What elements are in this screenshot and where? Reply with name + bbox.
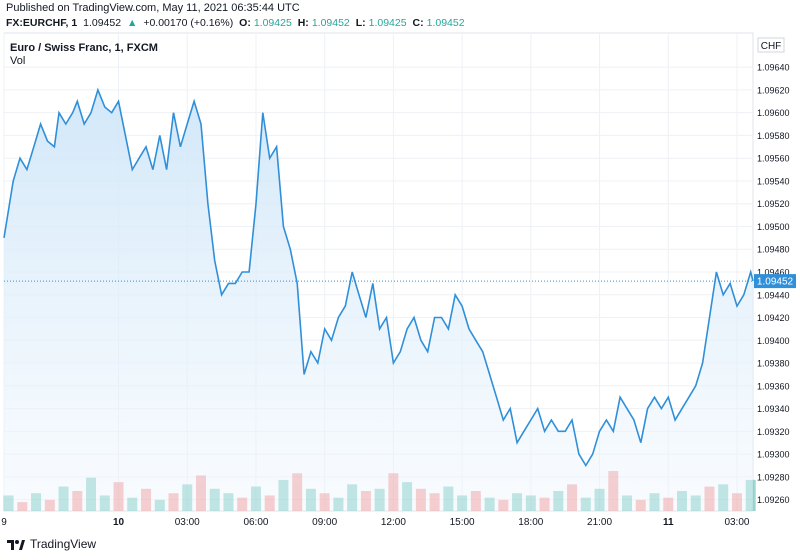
change-arrow-icon: ▲ (127, 17, 138, 29)
price-tick-label: 1.09520 (757, 199, 790, 209)
tradingview-logo-icon (7, 540, 25, 550)
price-tick-label: 1.09600 (757, 108, 790, 118)
open-label: O: (239, 17, 251, 29)
time-tick-label: 12:00 (381, 517, 406, 528)
price-tick-label: 1.09260 (757, 495, 790, 505)
price-line (3, 87, 754, 468)
price-tick-label: 1.09360 (757, 381, 790, 391)
ohlc-legend: FX:EURCHF, 1 1.09452 ▲ +0.00170 (+0.16%)… (6, 17, 468, 29)
time-tick-label: 03:00 (724, 517, 749, 528)
symbol-label: FX:EURCHF, 1 (6, 17, 78, 29)
price-axis[interactable]: 1.09640 1.09620 1.09600 1.09580 1.09560 1.095… (757, 63, 790, 505)
price-tick-label: 1.09280 (757, 472, 790, 482)
open-value: 1.09425 (253, 17, 292, 29)
time-tick-label: 03:00 (175, 517, 200, 528)
price-tick-label: 1.09300 (757, 450, 790, 460)
price-tick-label: 1.09500 (757, 222, 790, 232)
change-value: +0.00170 (+0.16%) (143, 17, 234, 29)
tradingview-brand: TradingView (30, 537, 97, 551)
price-tick-label: 1.09560 (757, 154, 790, 164)
time-tick-label: 9 (1, 517, 7, 528)
last-price-badge (754, 274, 796, 289)
vol-label: Vol (10, 55, 25, 67)
price-area (4, 89, 753, 512)
price-tick-label: 1.09380 (757, 359, 790, 369)
low-value: 1.09425 (368, 17, 407, 29)
high-label: H: (297, 17, 309, 29)
time-tick-label: 10 (113, 517, 125, 528)
price-tick-label: 1.09400 (757, 336, 790, 346)
time-tick-label: 09:00 (312, 517, 337, 528)
price-tick-label: 1.09640 (757, 63, 790, 73)
chart-title: Euro / Swiss Franc, 1, FXCM (10, 42, 158, 54)
close-label: C: (412, 17, 424, 29)
price-tick-label: 1.09540 (757, 176, 790, 186)
price-tick-label: 1.09340 (757, 404, 790, 414)
price-tick-label: 1.09580 (757, 131, 790, 141)
time-tick-label: 11 (663, 517, 674, 528)
last-price: 1.09452 (83, 17, 122, 29)
footer: TradingView (6, 537, 96, 551)
low-label: L: (355, 17, 366, 29)
price-tick-label: 1.09320 (757, 427, 790, 437)
close-value: 1.09452 (426, 17, 465, 29)
price-tick-label: 1.09440 (757, 290, 790, 300)
price-tick-label: 1.09460 (757, 268, 790, 278)
time-tick-label: 06:00 (243, 517, 268, 528)
currency-badge-label: CHF (761, 41, 782, 52)
price-tick-label: 1.09420 (757, 313, 790, 323)
time-tick-label: 15:00 (450, 517, 475, 528)
currency-badge (757, 37, 785, 53)
high-value: 1.09452 (311, 17, 350, 29)
last-price-badge-label: 1.09452 (757, 277, 794, 288)
time-tick-label: 21:00 (587, 517, 612, 528)
price-tick-label: 1.09620 (757, 85, 790, 95)
time-tick-label: 18:00 (518, 517, 543, 528)
published-note: Published on TradingView.com, May 11, 20… (6, 2, 300, 14)
time-axis[interactable]: 9 10 03:00 06:00 09:00 12:00 15:00 18:00 21:00 11… (1, 517, 750, 528)
price-tick-label: 1.09480 (757, 245, 790, 255)
